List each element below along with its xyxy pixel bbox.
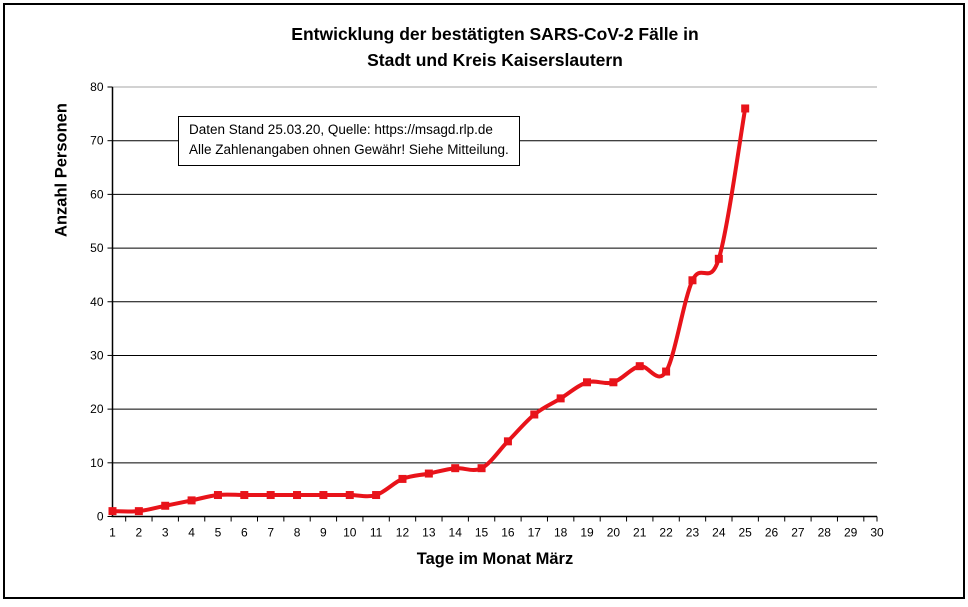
data-point-marker [293, 491, 302, 500]
y-tick-label: 70 [90, 134, 104, 148]
x-tick-label: 29 [844, 526, 858, 540]
data-point-marker [319, 491, 328, 500]
x-tick-label: 12 [396, 526, 410, 540]
y-tick-label: 20 [90, 402, 104, 416]
data-point-marker [688, 276, 697, 285]
x-tick-label: 5 [215, 526, 222, 540]
x-tick-label: 28 [818, 526, 832, 540]
y-tick-label: 10 [90, 456, 104, 470]
x-tick-label: 2 [136, 526, 143, 540]
x-tick-label: 19 [580, 526, 594, 540]
x-tick-label: 16 [501, 526, 515, 540]
x-tick-label: 17 [528, 526, 542, 540]
x-tick-label: 18 [554, 526, 568, 540]
y-tick-label: 50 [90, 241, 104, 255]
x-tick-label: 10 [343, 526, 357, 540]
x-tick-label: 1 [109, 526, 116, 540]
x-axis-title: Tage im Monat März [416, 550, 574, 568]
x-tick-label: 20 [607, 526, 621, 540]
x-tick-label: 15 [475, 526, 489, 540]
data-point-marker [662, 367, 671, 376]
data-point-marker [503, 437, 512, 446]
data-point-marker [266, 491, 275, 500]
data-point-marker [424, 469, 433, 478]
x-tick-label: 27 [791, 526, 805, 540]
data-point-marker [372, 491, 381, 500]
x-tick-label: 9 [320, 526, 327, 540]
data-point-marker [583, 378, 592, 387]
data-point-marker [635, 362, 644, 371]
y-tick-label: 0 [97, 510, 104, 524]
x-tick-label: 13 [422, 526, 436, 540]
data-point-marker [398, 474, 407, 483]
x-tick-label: 21 [633, 526, 647, 540]
data-source-annotation: Daten Stand 25.03.20, Quelle: https://ms… [178, 116, 520, 166]
data-point-marker [213, 491, 222, 500]
annotation-line2: Alle Zahlenangaben ohnen Gewähr! Siehe M… [189, 142, 509, 157]
chart-title-line1: Entwicklung der bestätigten SARS-CoV-2 F… [291, 24, 699, 44]
x-tick-label: 8 [294, 526, 301, 540]
x-tick-label: 6 [241, 526, 248, 540]
data-point-marker [451, 464, 460, 473]
data-point-marker [345, 491, 354, 500]
data-point-marker [161, 501, 170, 510]
y-tick-label: 40 [90, 295, 104, 309]
x-tick-label: 14 [449, 526, 463, 540]
x-tick-label: 23 [686, 526, 700, 540]
x-tick-label: 7 [267, 526, 274, 540]
data-point-marker [741, 104, 750, 113]
data-point-marker [477, 464, 486, 473]
chart-title: Entwicklung der bestätigten SARS-CoV-2 F… [112, 21, 878, 73]
x-tick-label: 24 [712, 526, 726, 540]
x-tick-label: 11 [370, 526, 383, 540]
chart-outer-frame: Entwicklung der bestätigten SARS-CoV-2 F… [3, 3, 965, 599]
x-tick-label: 3 [162, 526, 169, 540]
data-point-marker [530, 410, 539, 419]
data-point-marker [240, 491, 249, 500]
x-tick-label: 26 [765, 526, 779, 540]
x-tick-label: 30 [870, 526, 884, 540]
y-tick-label: 60 [90, 187, 104, 201]
data-point-marker [556, 394, 565, 403]
x-tick-label: 4 [188, 526, 195, 540]
case-trend-line [110, 106, 748, 514]
chart-title-line2: Stadt und Kreis Kaiserslautern [367, 50, 623, 70]
data-point-marker [609, 378, 618, 387]
x-tick-label: 22 [659, 526, 673, 540]
data-point-marker [187, 496, 196, 505]
x-tick-label: 25 [739, 526, 753, 540]
data-point-marker [714, 254, 723, 263]
data-point-marker [108, 507, 117, 516]
data-point-marker [134, 507, 143, 516]
y-tick-label: 30 [90, 348, 104, 362]
annotation-line1: Daten Stand 25.03.20, Quelle: https://ms… [189, 122, 493, 137]
y-axis-title: Anzahl Personen [52, 103, 71, 237]
y-tick-label: 80 [90, 80, 104, 94]
